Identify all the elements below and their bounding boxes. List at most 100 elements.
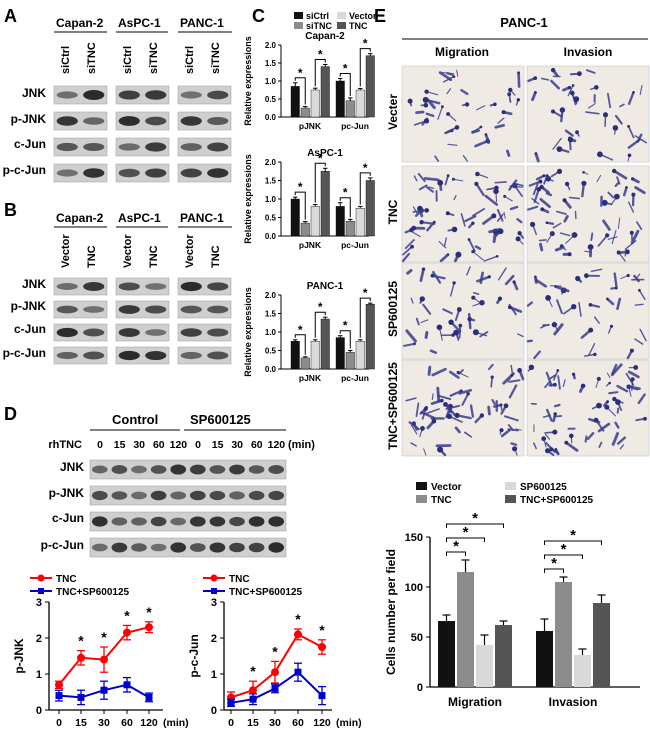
stained-cell xyxy=(607,236,618,240)
stained-cell xyxy=(549,374,557,380)
bar xyxy=(320,318,330,370)
chart-d-pjnk: 0 1 2 3 p-JNK 0 15 30 60 120 (min) * * * * xyxy=(12,597,189,729)
legend-swatch-sp600125 xyxy=(505,482,516,490)
stained-cell xyxy=(497,296,503,301)
blot-band xyxy=(56,142,78,152)
stained-cell xyxy=(419,267,425,283)
blot-band xyxy=(118,116,140,126)
bar xyxy=(457,572,474,687)
panel-c-legend: siCtrl siTNC Vector TNC xyxy=(294,11,377,31)
stained-cell xyxy=(553,382,557,387)
stained-cell xyxy=(588,103,596,109)
significance-star: * xyxy=(343,319,348,333)
stained-cell xyxy=(633,365,639,370)
significance-star: * xyxy=(298,66,303,80)
legend-label: SP600125 xyxy=(520,482,567,493)
stained-cell xyxy=(614,286,618,290)
significance-bracket xyxy=(544,540,602,545)
stained-cell xyxy=(627,370,640,379)
blot-band xyxy=(56,305,78,314)
y-tick-label: 1 xyxy=(36,669,42,681)
stained-cell xyxy=(553,403,561,408)
x-tick-label: pc-Jun xyxy=(341,240,369,250)
stained-cell xyxy=(417,172,426,183)
blot-d-timepoint: 120 xyxy=(170,439,188,451)
blot-band xyxy=(118,90,140,100)
blot-strip xyxy=(53,300,108,319)
stained-cell xyxy=(419,220,424,225)
blot-band xyxy=(207,351,229,360)
stained-cell xyxy=(458,323,463,328)
stained-cell xyxy=(440,398,444,403)
blot-d-row: p-c-Jun xyxy=(41,538,84,552)
stained-cell xyxy=(541,436,547,442)
stained-cell xyxy=(430,273,435,278)
stained-cell xyxy=(598,441,603,448)
blot-band xyxy=(83,282,105,291)
legend-swatch-tnc-sp600125 xyxy=(505,495,516,503)
y-axis-label: Relative expressions xyxy=(243,154,253,244)
significance-bracket xyxy=(294,191,306,220)
blot-band xyxy=(118,350,140,361)
blot-d-timepoint: 15 xyxy=(212,439,224,451)
significance-star: * xyxy=(570,527,576,544)
blot-band xyxy=(180,143,202,151)
stained-cell xyxy=(427,365,432,376)
significance-star: * xyxy=(343,61,348,75)
stained-cell xyxy=(451,333,455,337)
blot-b-cell-line: AsPC-1 xyxy=(118,211,161,225)
data-point xyxy=(318,692,326,700)
stained-cell xyxy=(602,219,611,231)
blot-d-timepoint: 60 xyxy=(153,439,165,451)
blot-a-row: JNK xyxy=(22,86,46,100)
stained-cell xyxy=(458,369,464,375)
x-tick-label: 15 xyxy=(75,717,87,729)
stained-cell xyxy=(488,363,494,371)
blot-a-row: p-c-Jun xyxy=(3,163,46,177)
legend-swatch-sictrl xyxy=(294,12,303,19)
panel-e-column: Invasion xyxy=(564,45,613,59)
stained-cell xyxy=(584,435,588,443)
stained-cell xyxy=(425,408,440,415)
stained-cell xyxy=(500,428,511,438)
stained-cell xyxy=(626,273,630,278)
stained-cell xyxy=(612,125,619,131)
stained-cell xyxy=(468,238,476,253)
stained-cell xyxy=(556,299,563,314)
stained-cell xyxy=(424,208,430,213)
blot-band xyxy=(207,282,229,291)
blot-d-timepoint: 0 xyxy=(97,439,103,451)
stained-cell xyxy=(512,280,516,284)
blot-a-lane: siTNC xyxy=(86,42,98,74)
blot-band xyxy=(56,327,78,338)
data-point xyxy=(123,628,131,637)
blot-band xyxy=(111,491,128,500)
panel-b-western-blot: Capan-2 AsPC-1 PANC-1 Vector TNC Vector … xyxy=(3,211,232,365)
stained-cell xyxy=(593,316,600,324)
blot-a-lane: siTNC xyxy=(148,42,160,74)
bar xyxy=(365,55,375,118)
bar xyxy=(574,655,591,687)
blot-band xyxy=(145,329,167,336)
stained-cell xyxy=(408,421,420,431)
significance-star: * xyxy=(78,633,84,649)
stained-cell xyxy=(550,79,560,90)
data-point xyxy=(249,695,257,703)
blot-band xyxy=(145,305,167,314)
stained-cell xyxy=(422,96,429,103)
panel-d-legend-right: TNC TNC+SP600125 xyxy=(203,574,303,598)
significance-star: * xyxy=(101,629,107,645)
stained-cell xyxy=(446,253,450,256)
stained-cell xyxy=(534,91,537,94)
blot-band xyxy=(145,283,167,290)
stained-cell xyxy=(487,405,491,416)
stained-cell xyxy=(615,399,621,405)
panel-e-title: PANC-1 xyxy=(500,15,547,30)
blot-b-lane: TNC xyxy=(210,245,222,268)
stained-cell xyxy=(628,201,634,213)
stained-cell xyxy=(624,240,637,250)
stained-cell xyxy=(539,197,551,209)
stained-cell xyxy=(564,440,569,445)
blot-band xyxy=(118,282,140,291)
